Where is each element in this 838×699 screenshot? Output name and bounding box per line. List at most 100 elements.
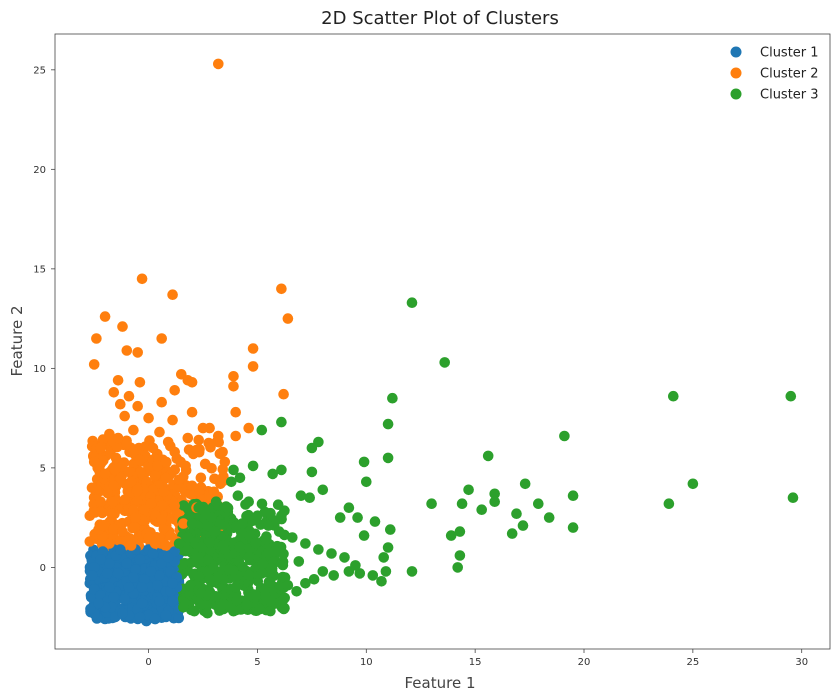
data-point [278,603,290,615]
data-point [517,520,529,531]
legend-label: Cluster 1 [760,46,819,61]
data-point [230,406,241,418]
data-point [247,343,259,354]
data-point [278,593,289,605]
data-point [300,578,311,589]
legend-marker [730,88,742,100]
data-point [95,554,106,565]
data-point [107,496,119,508]
data-point [511,508,522,519]
data-point [143,532,154,543]
data-point [139,441,151,453]
data-point [476,504,488,515]
data-point [250,590,261,601]
data-point [123,582,135,593]
data-point [282,580,294,591]
data-point [108,387,120,398]
y-tick-label: 0 [40,563,46,574]
data-point [193,486,205,498]
data-point [231,595,243,606]
data-point [169,385,180,396]
legend-marker [730,67,742,79]
data-point [256,498,268,510]
data-point [278,388,289,400]
data-point [265,563,277,574]
data-point [128,572,139,583]
data-point [123,466,135,478]
data-point [182,503,194,515]
data-point [193,571,204,582]
data-point [204,537,215,548]
data-point [263,576,275,588]
data-point [361,476,372,488]
x-tick-label: 30 [795,657,808,668]
data-point [97,520,109,531]
data-point [244,530,255,542]
data-point [204,574,215,585]
data-point [135,466,146,478]
data-point [117,526,128,537]
data-point [406,566,418,577]
data-point [154,426,165,438]
data-point [339,552,350,563]
data-point [439,357,451,368]
data-point [243,496,254,508]
data-point [125,540,137,551]
data-point [306,442,318,454]
data-point [317,566,329,577]
data-point [663,498,675,510]
data-point [276,510,287,521]
data-point [255,519,266,530]
data-point [256,568,268,579]
data-point [243,569,255,581]
data-point [489,496,501,508]
data-point [785,390,797,402]
data-point [117,321,128,332]
data-point [668,390,679,402]
data-point [110,464,121,476]
data-point [382,418,394,430]
data-point [489,488,501,500]
data-point [367,570,379,581]
data-point [115,398,126,410]
data-point [559,430,570,442]
data-point [121,345,133,356]
data-point [195,588,207,599]
data-point [191,444,202,456]
data-point [167,414,178,426]
data-point [445,530,457,541]
data-point [165,586,176,597]
data-point [167,578,178,589]
data-point [136,273,148,285]
data-point [173,474,185,486]
data-point [343,502,355,513]
data-point [254,603,265,615]
chart-title: 2D Scatter Plot of Clusters [321,8,559,29]
data-point [291,586,302,597]
data-point [378,552,390,563]
data-point [208,526,220,537]
data-point [273,526,285,537]
data-point [193,434,204,446]
data-point [308,574,320,585]
data-point [282,313,294,324]
data-point [147,442,159,454]
data-point [237,561,248,573]
data-point [215,603,226,615]
data-point [387,392,398,404]
data-point [84,510,96,521]
data-point [202,554,214,566]
x-tick-label: 5 [254,657,260,668]
data-point [306,466,318,478]
data-point [426,498,437,510]
points-layer [84,58,799,627]
data-point [265,507,276,519]
data-point [117,607,128,619]
data-point [160,472,172,484]
y-tick-label: 25 [33,65,46,76]
data-point [230,430,241,442]
data-point [247,460,259,472]
data-point [125,476,137,488]
data-point [380,566,392,577]
